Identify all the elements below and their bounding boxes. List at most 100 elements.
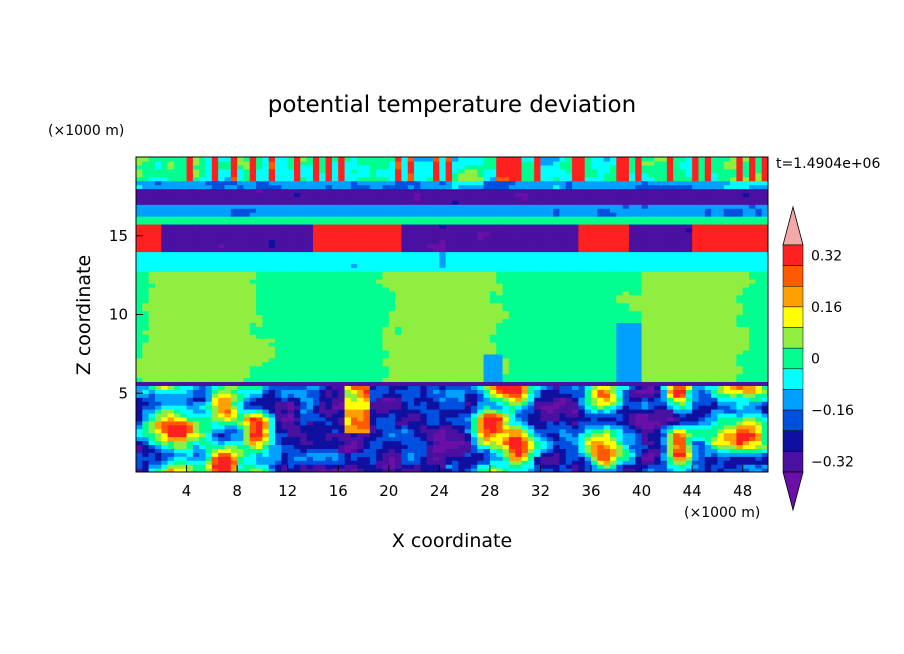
field-cell <box>237 393 245 398</box>
field-cell <box>338 168 346 174</box>
field-cell <box>148 204 156 209</box>
field-cell <box>237 448 245 453</box>
field-cell <box>420 389 428 394</box>
field-cell <box>458 286 466 292</box>
field-cell <box>344 334 352 339</box>
field-cell <box>268 346 276 351</box>
field-cell <box>502 436 510 442</box>
field-cell <box>433 192 440 197</box>
field-cell <box>230 444 238 449</box>
field-cell <box>388 271 396 276</box>
field-cell <box>363 235 371 241</box>
field-cell <box>433 306 440 312</box>
field-cell <box>154 231 162 237</box>
field-cell <box>167 180 175 186</box>
field-cell <box>483 160 491 166</box>
field-cell <box>237 361 245 367</box>
field-cell <box>395 247 403 253</box>
field-cell <box>376 369 384 375</box>
field-cell <box>180 192 188 197</box>
field-cell <box>515 361 523 367</box>
field-cell <box>331 227 339 233</box>
field-cell <box>363 263 371 268</box>
field-cell <box>300 452 308 457</box>
field-cell <box>502 279 510 284</box>
field-cell <box>211 216 219 221</box>
field-cell <box>312 290 320 296</box>
field-cell <box>312 172 320 178</box>
field-cell <box>199 298 207 304</box>
field-cell <box>300 180 308 186</box>
field-cell <box>300 369 308 375</box>
field-cell <box>464 164 472 170</box>
field-cell <box>325 247 333 253</box>
field-cell <box>306 275 314 280</box>
field-cell <box>249 168 257 174</box>
field-cell <box>350 361 358 367</box>
field-cell <box>407 172 415 178</box>
field-cell <box>312 412 320 418</box>
field-cell <box>287 401 295 406</box>
field-cell <box>395 243 403 249</box>
field-cell <box>407 353 415 359</box>
field-cell <box>489 286 497 292</box>
field-cell <box>483 306 491 312</box>
field-cell <box>218 440 226 446</box>
field-cell <box>433 168 440 174</box>
field-cell <box>382 212 390 217</box>
field-cell <box>445 160 453 166</box>
field-cell <box>192 338 200 343</box>
field-cell <box>395 428 403 434</box>
field-cell <box>369 393 377 398</box>
field-cell <box>527 464 535 469</box>
field-cell <box>420 208 428 213</box>
field-cell <box>205 369 213 375</box>
field-cell <box>167 334 175 339</box>
field-cell <box>154 448 162 453</box>
field-cell <box>477 212 485 217</box>
field-cell <box>262 271 270 276</box>
field-cell <box>496 204 504 209</box>
field-cell <box>199 263 207 268</box>
field-cell <box>470 255 478 260</box>
field-cell <box>142 424 150 430</box>
field-cell <box>331 188 339 194</box>
field-cell <box>376 365 384 371</box>
field-cell <box>161 365 169 371</box>
field-cell <box>496 385 504 390</box>
field-cell <box>477 420 485 426</box>
field-cell <box>142 290 150 296</box>
field-cell <box>458 452 466 457</box>
field-cell <box>192 342 200 347</box>
field-cell <box>369 259 377 264</box>
field-cell <box>256 420 263 426</box>
field-cell <box>205 279 213 284</box>
field-cell <box>205 204 213 209</box>
field-cell <box>369 326 377 331</box>
field-cell <box>395 436 403 442</box>
field-cell <box>294 346 301 351</box>
field-cell <box>395 420 403 426</box>
field-cell <box>268 298 276 304</box>
field-cell <box>445 212 453 217</box>
field-cell <box>294 267 301 272</box>
field-cell <box>376 464 384 469</box>
field-cell <box>224 235 232 241</box>
field-cell <box>439 302 447 308</box>
field-cell <box>325 314 333 320</box>
field-cell <box>154 416 162 422</box>
field-cell <box>414 216 421 221</box>
field-cell <box>426 377 434 383</box>
field-cell <box>268 157 276 162</box>
field-cell <box>294 389 301 394</box>
field-cell <box>420 176 428 182</box>
field-cell <box>433 326 440 331</box>
field-cell <box>452 330 459 335</box>
field-cell <box>407 286 415 292</box>
field-cell <box>243 357 251 363</box>
field-cell <box>249 361 257 367</box>
field-cell <box>312 298 320 304</box>
field-cell <box>142 405 150 410</box>
field-cell <box>243 412 251 418</box>
field-cell <box>496 220 504 225</box>
